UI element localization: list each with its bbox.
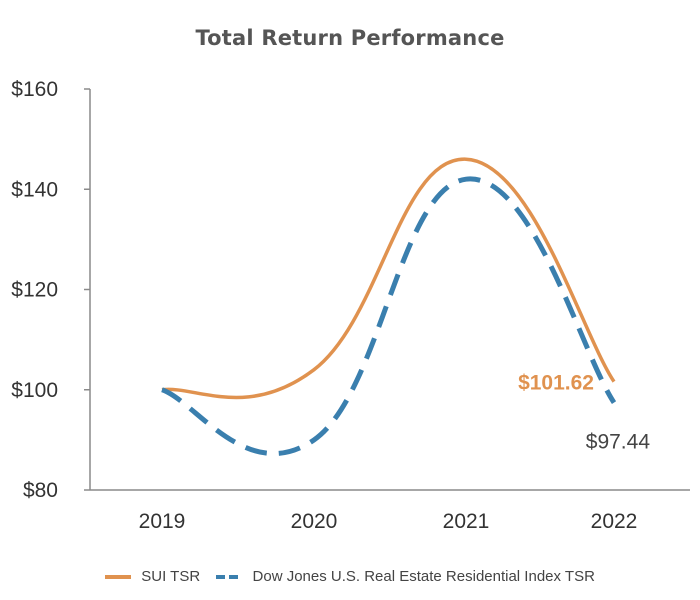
end-labels: $101.62 $97.44 (518, 372, 650, 454)
end-label-dow-jones: $97.44 (586, 431, 651, 454)
legend-swatch-dashed (216, 575, 243, 580)
x-axis-ticks: 2019 2020 2021 2022 (139, 510, 638, 533)
legend-label-dow-jones: Dow Jones U.S. Real Estate Residential I… (252, 568, 595, 585)
end-label-sui: $101.62 (518, 372, 594, 395)
y-tick-label: $140 (11, 178, 58, 201)
x-tick-label: 2019 (139, 510, 186, 533)
y-axis-ticks: $80 $100 $120 $140 $160 (11, 78, 90, 502)
y-tick-label: $160 (11, 78, 58, 101)
series-line-dow-jones (161, 176, 617, 457)
series-lines (161, 157, 617, 457)
x-tick-label: 2020 (291, 510, 338, 533)
y-tick-label: $80 (23, 479, 58, 502)
legend-label-sui: SUI TSR (141, 568, 201, 585)
legend: SUI TSR Dow Jones U.S. Real Estate Resid… (0, 568, 700, 585)
legend-item-dow-jones: Dow Jones U.S. Real Estate Residential I… (216, 568, 595, 585)
chart-title: Total Return Performance (195, 26, 505, 50)
x-tick-label: 2022 (591, 510, 638, 533)
legend-swatch-solid (105, 575, 132, 580)
y-tick-label: $100 (11, 379, 58, 402)
y-tick-label: $120 (11, 279, 58, 302)
x-tick-label: 2021 (443, 510, 490, 533)
legend-item-sui: SUI TSR (105, 568, 200, 585)
series-line-sui (161, 157, 616, 400)
